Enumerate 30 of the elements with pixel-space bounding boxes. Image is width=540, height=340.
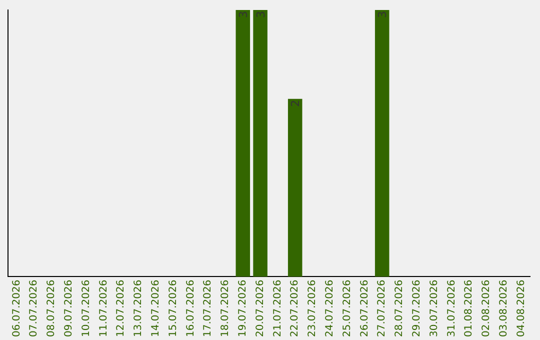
x-tick-label: 25.07.2026	[342, 280, 353, 338]
x-tick-label: 20.07.2026	[254, 280, 266, 338]
x-tick-label: 02.08.2026	[481, 280, 492, 338]
x-tick-label: 04.08.2026	[516, 280, 527, 338]
x-tick-label: 28.07.2026	[394, 280, 406, 338]
x-tick-label: 22.07.2026	[290, 280, 301, 338]
x-tick-label: 17.07.2026	[202, 280, 214, 338]
x-tick-label: 18.07.2026	[220, 280, 232, 338]
x-tick-label: 14.07.2026	[150, 280, 162, 338]
x-tick-label: 09.07.2026	[63, 280, 74, 338]
x-tick-label: 01.08.2026	[464, 280, 475, 338]
x-tick-label: 19.07.2026	[237, 280, 248, 338]
x-tick-label: 06.07.2026	[11, 280, 22, 338]
x-tick-label: 10.07.2026	[80, 280, 92, 338]
x-tick-label: 27.07.2026	[376, 280, 388, 338]
x-tick-label: 31.07.2026	[446, 280, 458, 338]
x-tick-label: 07.07.2026	[28, 280, 40, 338]
x-tick-label: 16.07.2026	[185, 280, 196, 338]
x-tick-label: 26.07.2026	[359, 280, 370, 338]
x-tick-label: 12.07.2026	[116, 280, 127, 338]
x-tick-label: 21.07.2026	[272, 280, 284, 338]
x-tick-label: 03.08.2026	[498, 280, 510, 338]
x-tick-label: 23.07.2026	[307, 280, 318, 338]
x-tick-label: 30.07.2026	[428, 280, 440, 338]
x-tick-label: 29.07.2026	[411, 280, 422, 338]
x-tick-label: 24.07.2026	[324, 280, 336, 338]
x-tick-label: 13.07.2026	[133, 280, 144, 338]
x-tick-label: 15.07.2026	[168, 280, 179, 338]
x-tick-label: 11.07.2026	[98, 280, 110, 338]
x-tick-label: 08.07.2026	[46, 280, 58, 338]
